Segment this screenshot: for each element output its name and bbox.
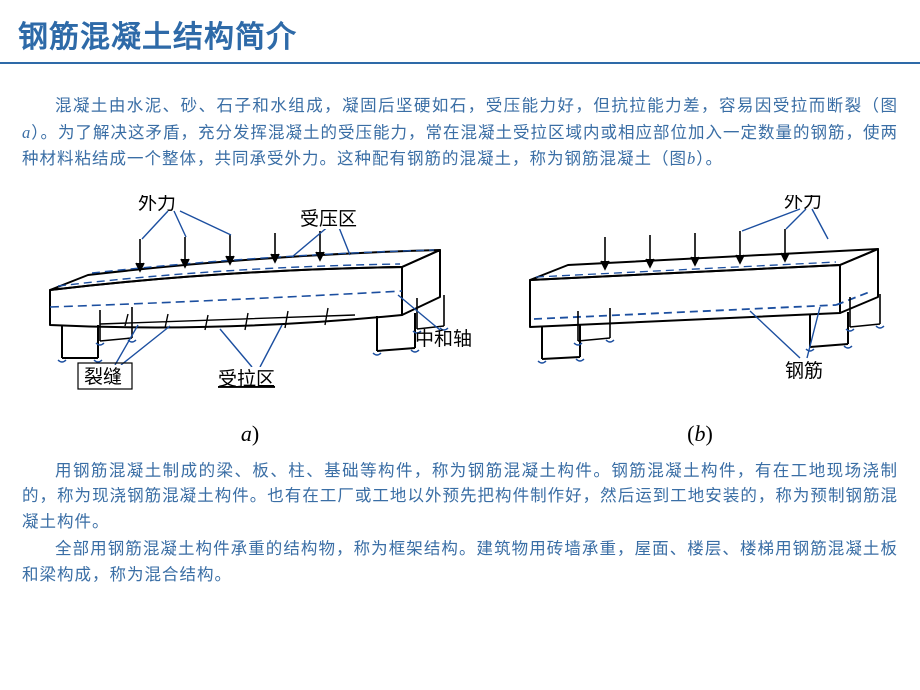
diagram-a: 外力 受压区 中和轴 裂缝 受拉区 (20, 195, 480, 410)
page-title: 钢筋混凝土结构简介 (0, 0, 920, 62)
diagram-a-col: 外力 受压区 中和轴 裂缝 受拉区 a) (20, 195, 480, 447)
p1-fig-b: b (687, 149, 696, 168)
closing-paragraphs: 用钢筋混凝土制成的梁、板、柱、基础等构件，称为钢筋混凝土构件。钢筋混凝土构件，有… (0, 459, 920, 589)
p1-fig-a: a (22, 123, 31, 142)
label-neutral-axis: 中和轴 (415, 328, 472, 350)
paragraph-3: 全部用钢筋混凝土构件承重的结构物，称为框架结构。建筑物用砖墙承重，屋面、楼层、楼… (22, 537, 898, 588)
intro-paragraph: 混凝土由水泥、砂、石子和水组成，凝固后坚硬如石，受压能力好，但抗拉能力差，容易因… (0, 94, 920, 173)
p1-text-a: 混凝土由水泥、砂、石子和水组成，凝固后坚硬如石，受压能力好，但抗拉能力差，容易因… (55, 97, 898, 115)
title-underline (0, 62, 920, 64)
caption-b-close: ) (706, 421, 713, 446)
p1-text-b: ）。为了解决这矛盾，充分发挥混凝土的受压能力，常在混凝土受拉区域内或相应部位加入… (22, 124, 898, 169)
paragraph-2: 用钢筋混凝土制成的梁、板、柱、基础等构件，称为钢筋混凝土构件。钢筋混凝土构件，有… (22, 459, 898, 536)
caption-b-open: ( (687, 421, 694, 446)
label-crack: 裂缝 (84, 366, 122, 388)
label-compression: 受压区 (300, 208, 357, 230)
label-rebar: 钢筋 (785, 360, 823, 382)
caption-a-letter: a (241, 421, 252, 446)
diagram-row: 外力 受压区 中和轴 裂缝 受拉区 a) (0, 175, 920, 447)
caption-a-paren: ) (252, 421, 259, 446)
caption-b-letter: b (695, 421, 706, 446)
p1-text-c: ）。 (696, 150, 723, 168)
label-tension: 受拉区 (218, 368, 275, 390)
label-force-b: 外力 (784, 195, 822, 212)
diagram-b: 外力 钢筋 (500, 195, 900, 410)
caption-a: a) (20, 421, 480, 447)
diagram-b-col: 外力 钢筋 (b) (500, 195, 900, 447)
caption-b: (b) (500, 421, 900, 447)
label-force-a: 外力 (138, 195, 176, 214)
